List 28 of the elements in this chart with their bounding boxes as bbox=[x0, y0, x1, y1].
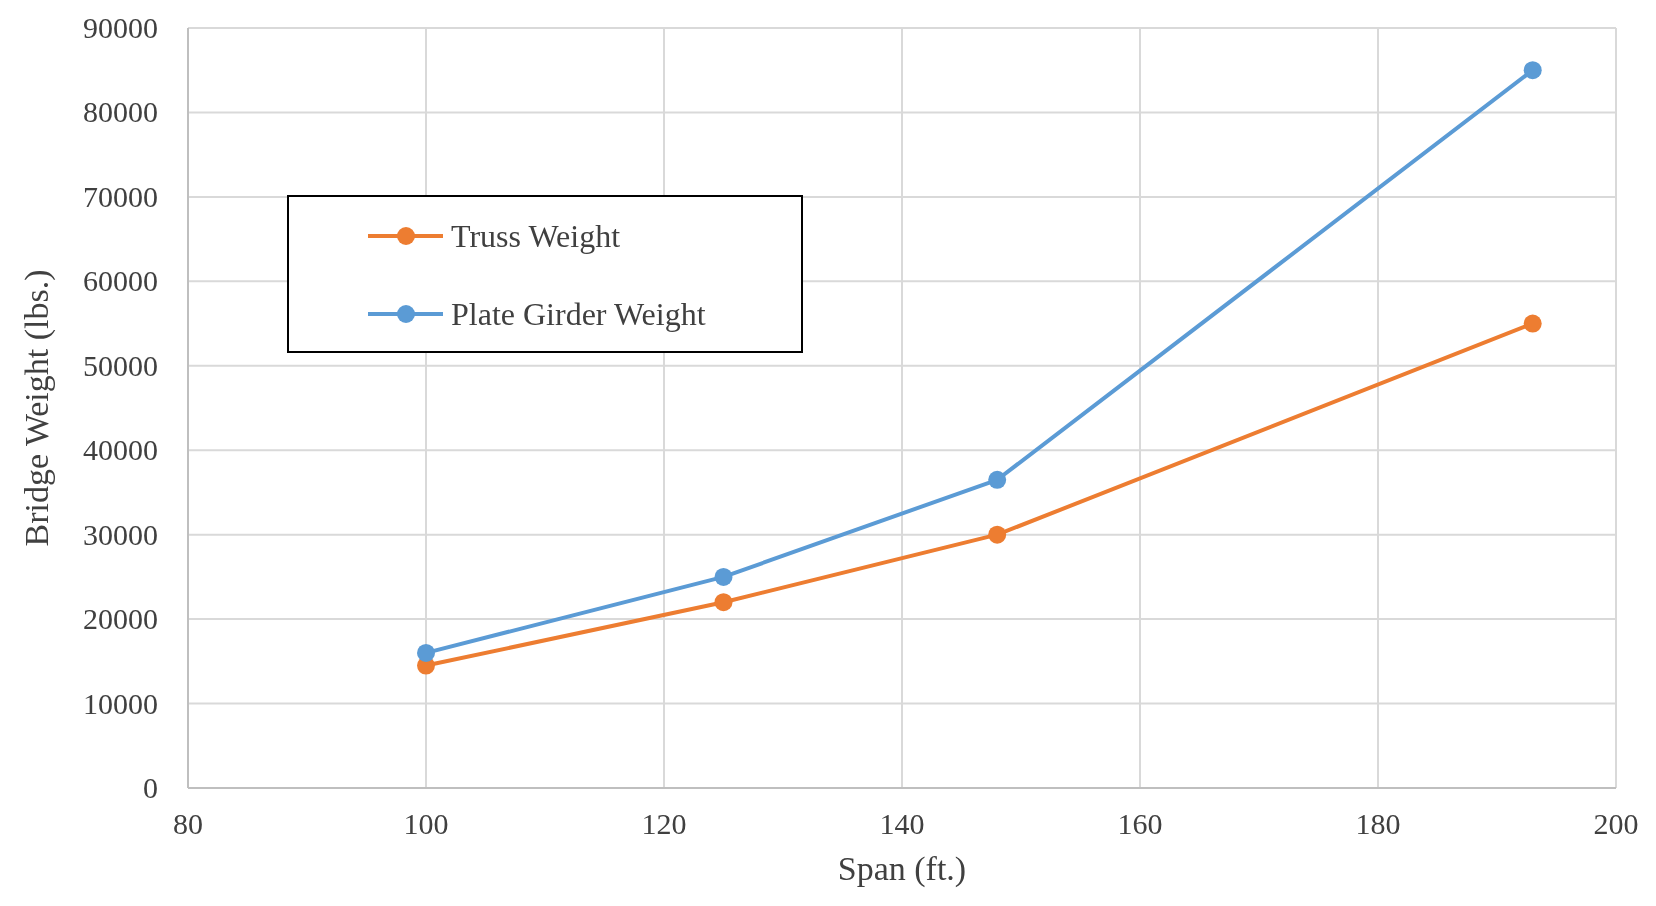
y-tick-label: 80000 bbox=[83, 95, 158, 129]
x-tick-label: 120 bbox=[641, 807, 687, 840]
y-tick-label: 60000 bbox=[83, 264, 158, 298]
point bbox=[988, 470, 1007, 489]
x-tick-label: 80 bbox=[173, 807, 203, 840]
point bbox=[714, 567, 733, 586]
x-tick-label: 140 bbox=[879, 807, 925, 840]
y-tick-label: 70000 bbox=[83, 179, 158, 213]
y-axis-title: Bridge Weight (lbs.) bbox=[18, 269, 56, 547]
legend-label: Truss Weight bbox=[451, 218, 621, 254]
y-tick-label: 90000 bbox=[83, 11, 158, 44]
point bbox=[988, 525, 1007, 544]
y-tick-label: 30000 bbox=[83, 517, 158, 551]
point bbox=[417, 643, 435, 662]
y-tick-label: 0 bbox=[143, 771, 158, 804]
point bbox=[1523, 61, 1542, 80]
legend-label: Plate Girder Weight bbox=[451, 296, 706, 332]
point bbox=[1523, 314, 1542, 333]
y-tick-label: 20000 bbox=[83, 602, 158, 636]
x-axis-title: Span (ft.) bbox=[837, 850, 967, 888]
point bbox=[714, 593, 733, 612]
y-tick-label: 10000 bbox=[83, 686, 158, 720]
x-tick-label: 180 bbox=[1355, 807, 1401, 840]
y-tick-label: 50000 bbox=[83, 348, 158, 382]
x-tick-label: 100 bbox=[403, 807, 449, 840]
x-tick-label: 160 bbox=[1117, 807, 1163, 840]
y-tick-label: 40000 bbox=[83, 433, 158, 467]
x-tick-label: 200 bbox=[1593, 807, 1639, 840]
